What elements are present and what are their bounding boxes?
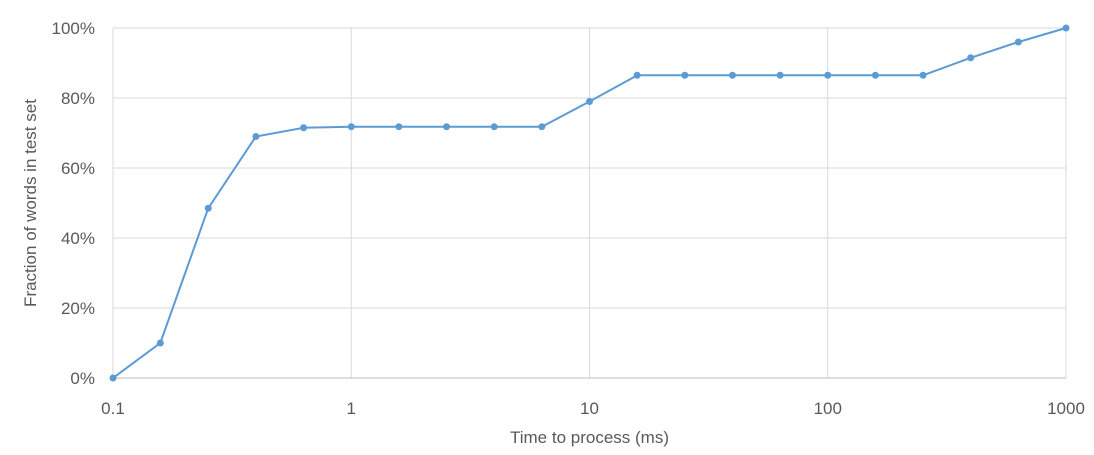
x-axis-title: Time to process (ms) [510,428,669,447]
y-tick-labels: 0% 20% 40% 60% 80% 100% [52,19,95,388]
x-tick-labels: 0.1 1 10 100 1000 [101,399,1085,418]
data-point [443,123,451,131]
data-point [156,339,164,347]
x-tick-label: 100 [814,399,842,418]
x-tick-label: 1 [347,399,356,418]
data-point [300,124,308,132]
x-tick-label: 1000 [1047,399,1085,418]
data-point [347,123,355,131]
data-point [728,71,736,79]
data-point [204,204,212,212]
data-point [824,71,832,79]
x-gridlines [112,28,1067,378]
data-point [395,123,403,131]
data-point [919,71,927,79]
data-point [1014,38,1022,46]
data-point [252,133,260,140]
data-point [871,71,879,79]
y-tick-label: 60% [61,159,95,178]
y-tick-label: 80% [61,89,95,108]
data-point [109,374,117,382]
data-point [490,123,498,131]
data-point [1062,24,1070,32]
data-point [776,71,784,79]
series-layer [109,24,1070,382]
data-point [586,98,593,105]
data-point [538,123,546,131]
y-tick-label: 40% [61,229,95,248]
x-tick-label: 0.1 [101,399,125,418]
x-tick-label: 10 [580,399,599,418]
y-tick-label: 20% [61,299,95,318]
data-point [681,71,689,79]
data-point [967,54,975,62]
data-point [633,71,641,79]
y-tick-label: 100% [52,19,95,38]
y-tick-label: 0% [70,369,95,388]
y-axis-title: Fraction of words in test set [21,99,40,307]
